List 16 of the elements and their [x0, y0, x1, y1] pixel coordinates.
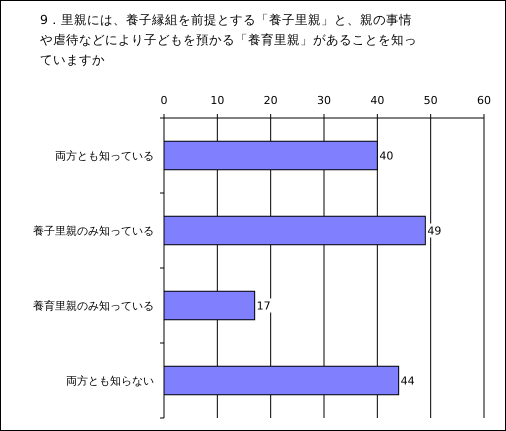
x-tick-label: 0 — [160, 94, 168, 107]
x-tick-label: 20 — [264, 94, 278, 107]
data-label: 44 — [400, 374, 415, 388]
y-tick-label: 養子里親のみ知っている — [33, 224, 154, 238]
y-tick-label: 養育里親のみ知っている — [33, 299, 154, 312]
data-label: 17 — [256, 299, 271, 312]
x-tick-label: 30 — [317, 94, 331, 107]
y-tick-label: 両方とも知らない — [66, 374, 154, 388]
data-label: 49 — [427, 224, 442, 238]
data-label: 40 — [379, 149, 394, 162]
x-tick-label: 60 — [477, 94, 491, 107]
chart-title: 9．里親には、養子縁組を前提とする「養子里親」と、親の事情や虐待などにより子どもを預かる「養育里親」があることを知っていますか — [40, 12, 417, 67]
x-tick-label: 40 — [370, 94, 384, 107]
x-tick-label: 10 — [210, 94, 224, 107]
x-tick-label: 50 — [424, 94, 438, 107]
y-tick-label: 両方とも知っている — [55, 149, 154, 162]
